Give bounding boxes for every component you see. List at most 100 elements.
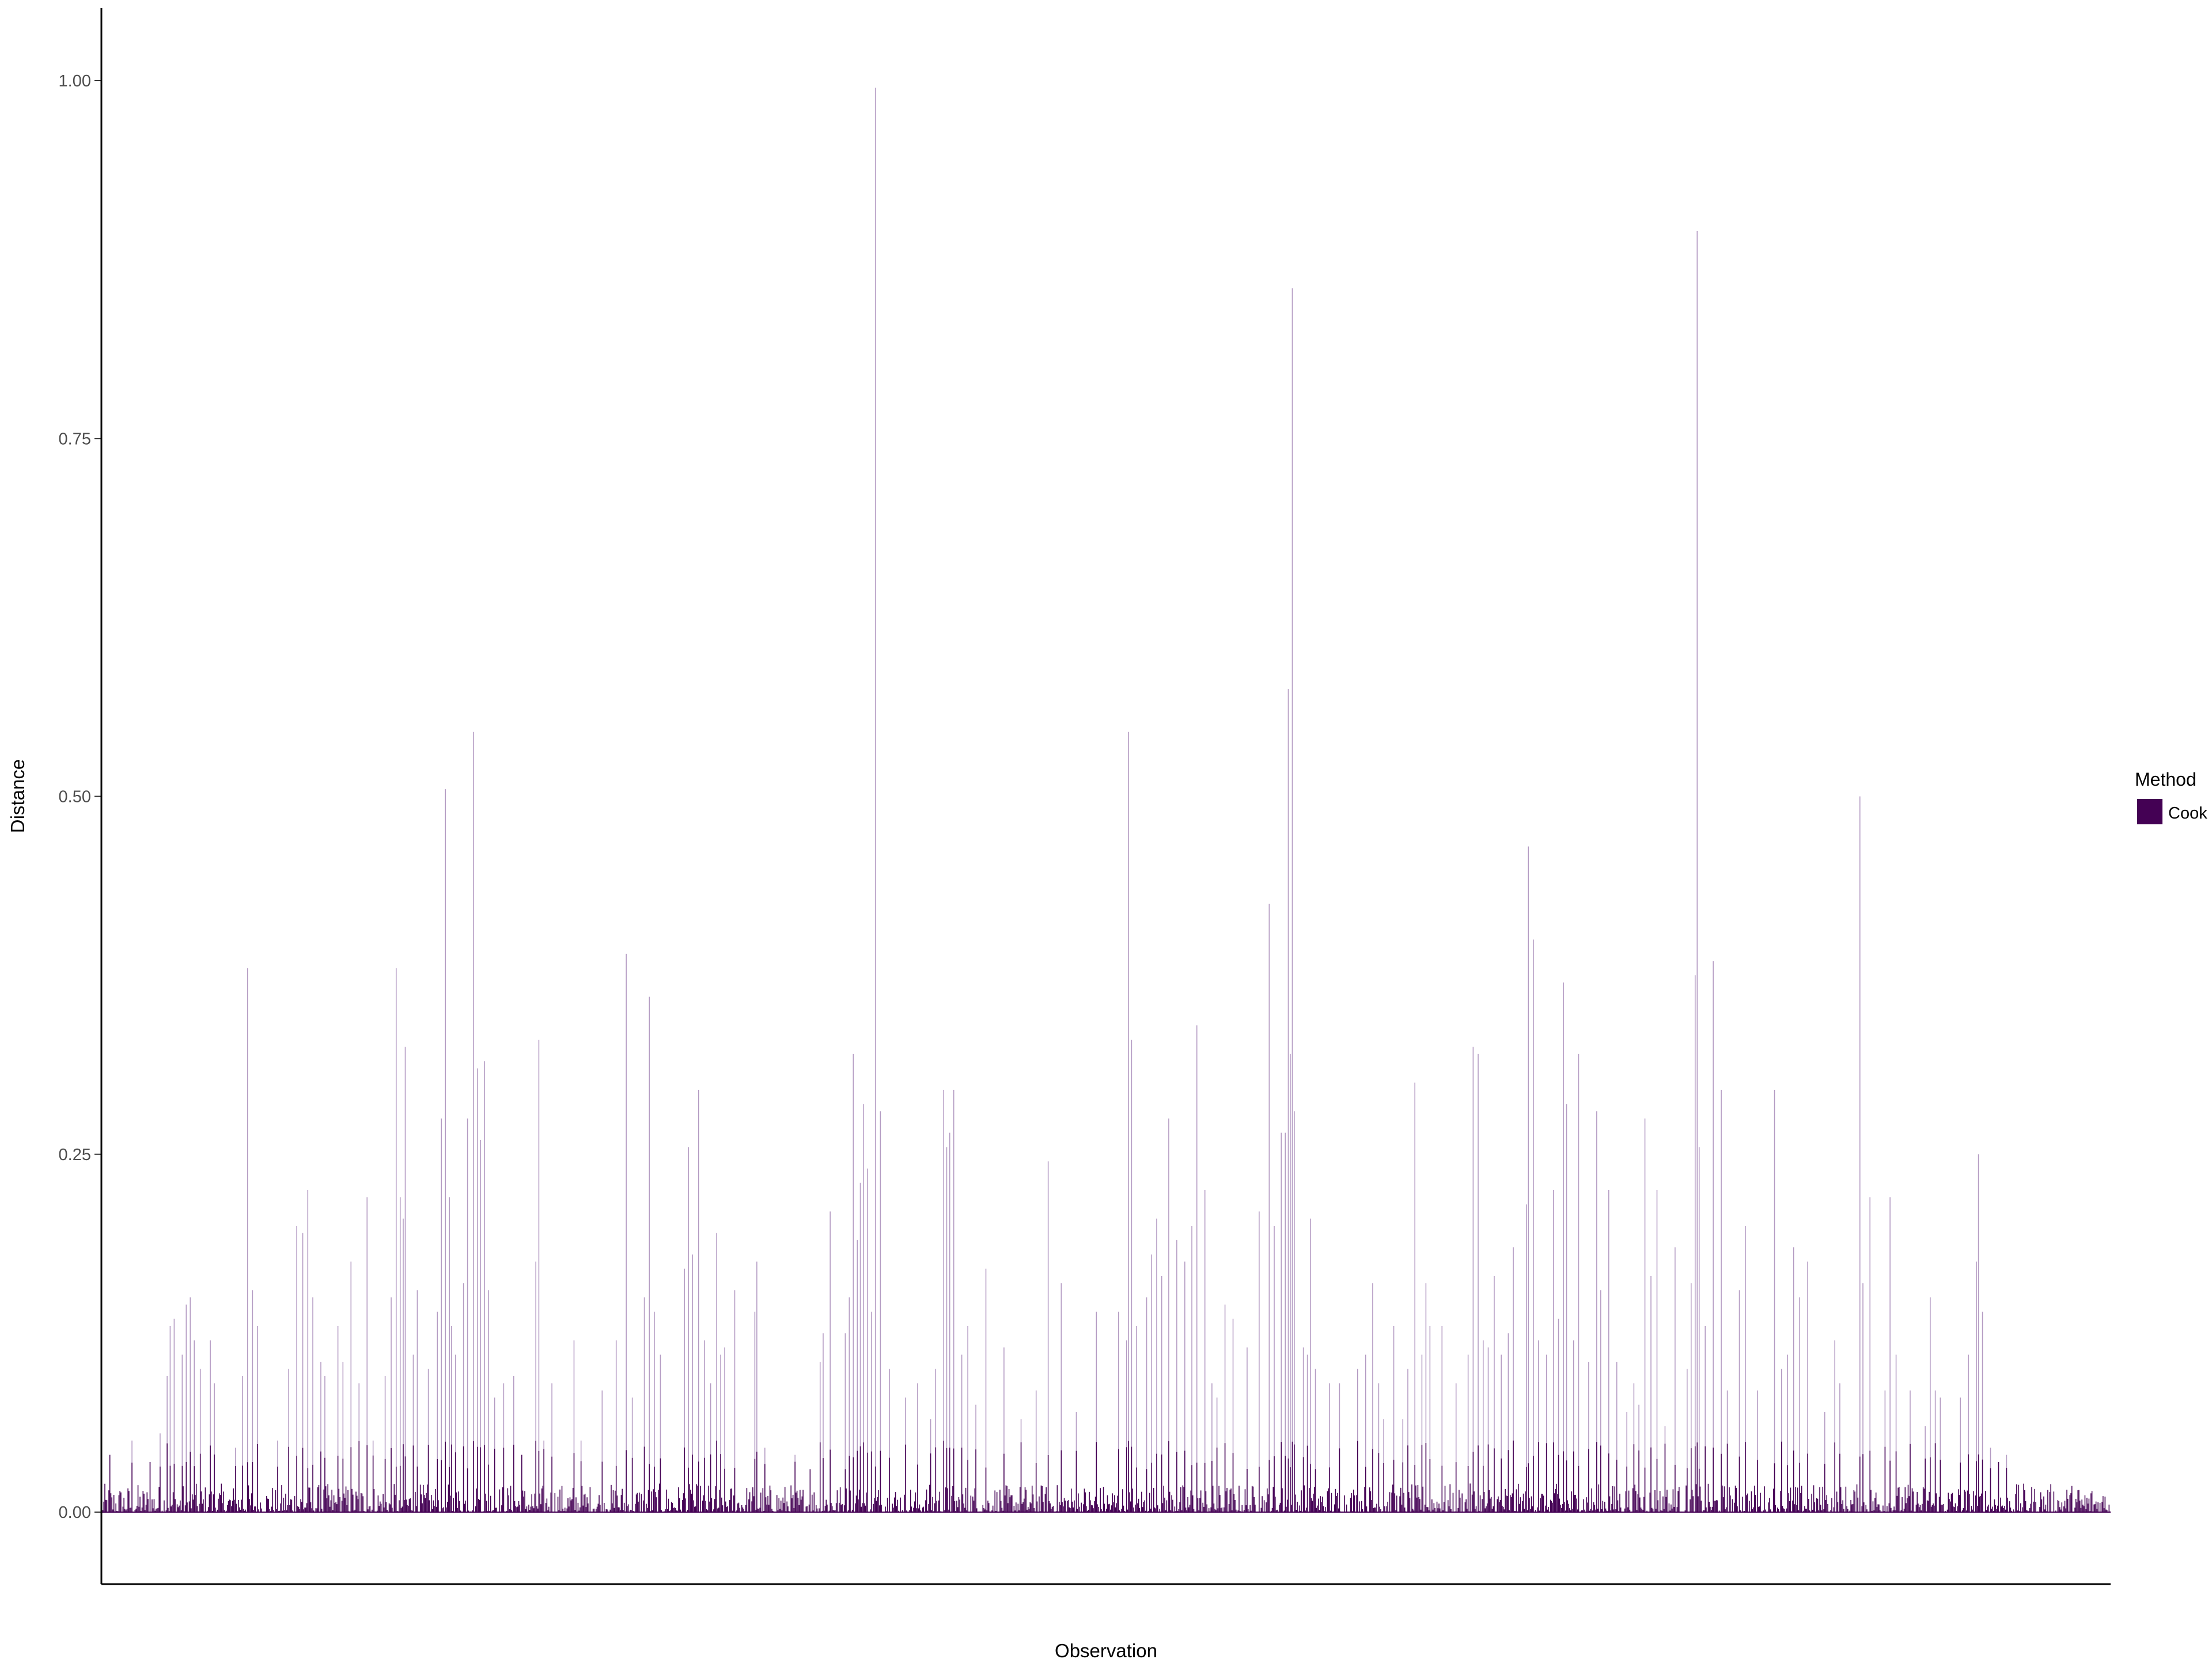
bar <box>307 1190 309 1513</box>
bar <box>1373 1508 1374 1512</box>
bar <box>1509 1510 1510 1512</box>
bar <box>944 1510 945 1512</box>
bar <box>2044 1509 2046 1512</box>
bar <box>1043 1502 1044 1512</box>
bar <box>317 1487 319 1512</box>
bar <box>1656 1190 1658 1513</box>
bar <box>1070 1488 1072 1512</box>
bar-base <box>1705 1446 1706 1512</box>
bar <box>1926 1500 1928 1512</box>
bar <box>1927 1501 1929 1512</box>
bar <box>318 1484 320 1512</box>
bar <box>627 1504 629 1512</box>
bar-base <box>1839 1453 1840 1512</box>
bar <box>1930 1506 1932 1512</box>
bar <box>2020 1503 2021 1512</box>
bar <box>1319 1510 1320 1512</box>
bar <box>1673 1506 1675 1512</box>
bar <box>1830 1510 1831 1512</box>
bar <box>895 1492 896 1512</box>
bar-base <box>488 1464 490 1512</box>
bar <box>2101 1502 2103 1512</box>
y-tick-label: 0.00 <box>59 1503 91 1522</box>
x-axis-title: Observation <box>1055 1640 1157 1659</box>
bar <box>1133 1507 1134 1512</box>
bar <box>836 1490 838 1512</box>
bar <box>194 1340 195 1512</box>
bar <box>1243 1510 1245 1512</box>
bar <box>472 1510 474 1512</box>
bar-base <box>342 1459 344 1512</box>
bar <box>2004 1506 2005 1512</box>
bar <box>1426 1507 1427 1512</box>
bar <box>1661 1510 1662 1512</box>
bar <box>1841 1503 1843 1512</box>
bar <box>1643 1497 1645 1512</box>
bar <box>288 1369 289 1512</box>
bar <box>679 1498 680 1512</box>
bar-base <box>734 1468 736 1512</box>
bar <box>1632 1488 1634 1512</box>
bar <box>1977 1506 1978 1512</box>
bar <box>1237 1510 1239 1512</box>
bar <box>1753 1507 1754 1512</box>
bar <box>753 1496 755 1512</box>
bar-base <box>1650 1447 1652 1512</box>
bar <box>1981 1493 1982 1512</box>
bar <box>1789 1501 1790 1512</box>
bar <box>1691 1283 1692 1512</box>
bar <box>1491 1509 1493 1512</box>
bar <box>2085 1509 2086 1512</box>
bar <box>1113 1495 1115 1512</box>
bar <box>306 1503 308 1512</box>
bar <box>1714 1501 1716 1512</box>
bar <box>653 1489 654 1512</box>
bar <box>255 1506 256 1512</box>
bar <box>1644 1118 1646 1513</box>
bar <box>380 1501 381 1512</box>
bar <box>688 1147 690 1512</box>
bar <box>1692 1496 1694 1512</box>
bar <box>1263 1500 1265 1512</box>
bar <box>1291 288 1293 1512</box>
bar-base <box>1616 1460 1618 1512</box>
bar-base <box>384 1459 386 1512</box>
bar <box>1007 1503 1009 1512</box>
bar <box>627 1506 628 1512</box>
bar <box>309 1487 310 1512</box>
bar <box>1247 1509 1249 1512</box>
bar <box>635 1503 636 1512</box>
bar-base <box>1365 1467 1366 1512</box>
bar-base <box>513 1444 514 1512</box>
bar <box>416 1290 418 1512</box>
bar <box>703 1495 704 1512</box>
bar-base <box>1421 1445 1423 1512</box>
bar <box>1132 1488 1133 1512</box>
bar <box>623 1510 624 1512</box>
bar <box>1574 1494 1575 1512</box>
bar <box>392 1508 393 1512</box>
bar <box>242 1376 243 1512</box>
bar <box>732 1510 733 1512</box>
bar <box>708 1486 709 1512</box>
bar <box>1539 1510 1540 1512</box>
bar <box>1837 1502 1839 1512</box>
bar <box>959 1499 960 1512</box>
bar-base <box>1287 1458 1289 1512</box>
bar-base <box>654 1467 655 1512</box>
bar <box>2002 1505 2003 1512</box>
bar <box>1969 1494 1970 1512</box>
bar <box>762 1488 764 1512</box>
bar <box>702 1501 703 1512</box>
bar <box>972 1496 974 1512</box>
bar <box>967 1325 968 1512</box>
bar <box>1677 1491 1679 1512</box>
bar-base <box>1546 1443 1547 1512</box>
bar <box>1609 1496 1611 1512</box>
bar <box>1081 1502 1082 1512</box>
bar <box>1130 1501 1131 1512</box>
bar <box>801 1496 803 1512</box>
bar <box>1595 1509 1596 1512</box>
bar <box>1233 1494 1235 1512</box>
bar <box>541 1488 543 1512</box>
